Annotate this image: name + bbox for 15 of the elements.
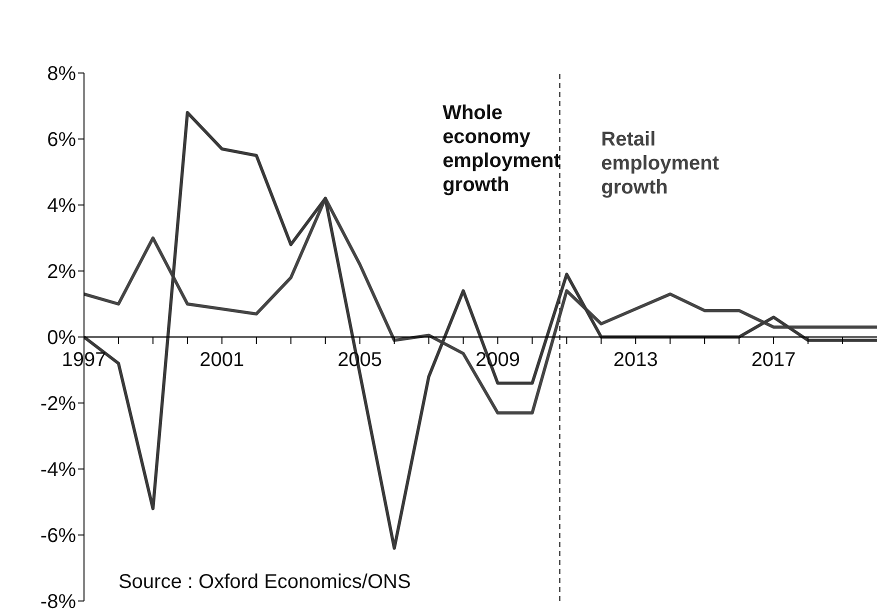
y-tick-label: -8% [40, 591, 76, 611]
y-tick-label: 6% [47, 129, 76, 152]
y-tick-label: 0% [47, 327, 76, 350]
y-tick-label: 2% [47, 261, 76, 284]
y-tick-label: -4% [40, 459, 76, 482]
annotation: Source : Oxford Economics/ONS [118, 570, 411, 593]
y-tick-label: -2% [40, 393, 76, 416]
x-tick-label: 2017 [751, 349, 796, 372]
x-tick-label: 2001 [200, 349, 244, 372]
annotation: Whole economy employment growth [442, 102, 561, 196]
y-tick-label: 4% [47, 195, 76, 218]
y-tick-label: 8% [47, 63, 76, 86]
x-tick-label: 2013 [613, 349, 658, 372]
y-tick-label: -6% [40, 525, 76, 548]
annotation: Retail employment growth [601, 128, 720, 199]
